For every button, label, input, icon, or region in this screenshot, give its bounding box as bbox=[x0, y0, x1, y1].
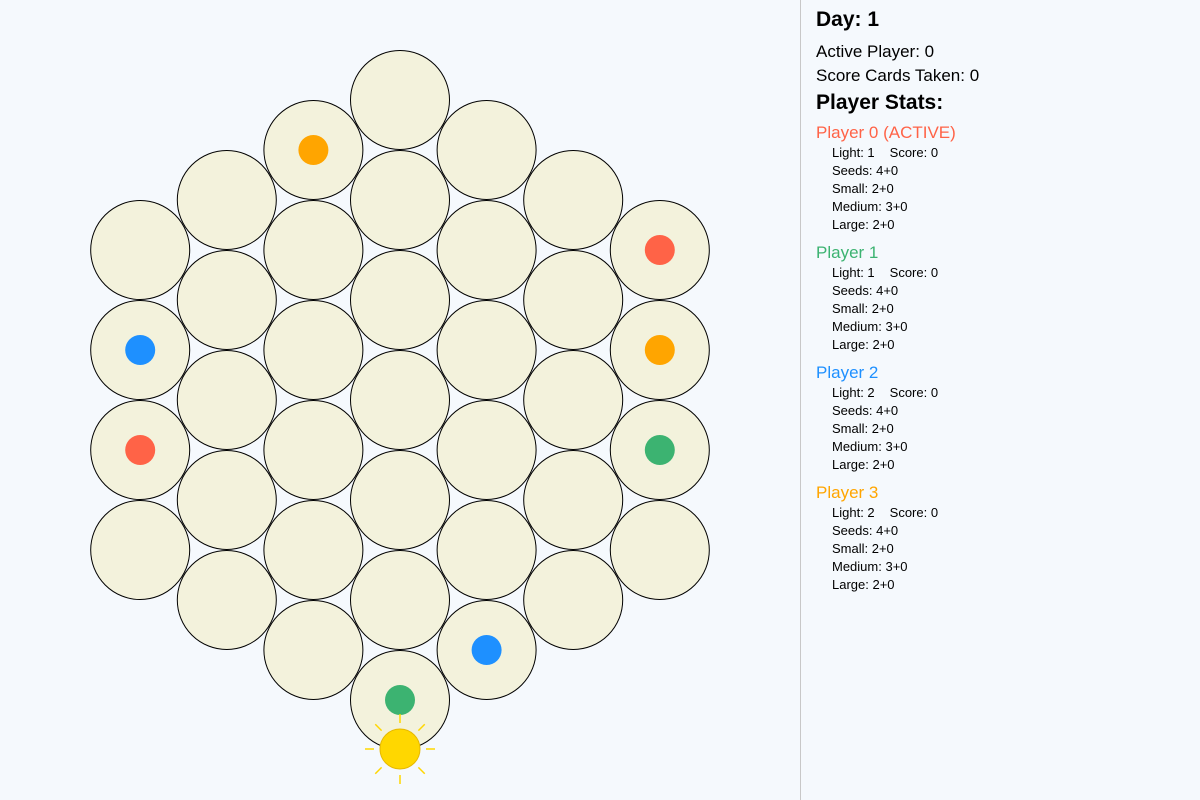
board-cell[interactable] bbox=[523, 250, 624, 350]
board-cell[interactable] bbox=[263, 300, 364, 400]
medium-trees-value: Medium: 3+0 bbox=[832, 199, 908, 214]
score-cards-text: Score Cards Taken: 0 bbox=[816, 66, 980, 85]
light-score-row: Light: 1 Score: 0 bbox=[816, 144, 1176, 162]
stats-panel: Day: 1 Active Player: 0 Score Cards Take… bbox=[816, 0, 1196, 800]
small-trees-value: Small: 2+0 bbox=[832, 181, 894, 196]
sun-icon bbox=[365, 714, 435, 784]
player-name: Player 3 bbox=[816, 483, 879, 502]
board-cell[interactable] bbox=[350, 50, 450, 150]
board-cell[interactable] bbox=[436, 400, 537, 500]
large-trees-value: Large: 2+0 bbox=[832, 217, 895, 232]
player-0-seed-piece[interactable] bbox=[125, 435, 156, 465]
board-cell[interactable] bbox=[436, 100, 537, 200]
board-cell[interactable] bbox=[436, 500, 537, 600]
board-cell[interactable] bbox=[176, 450, 277, 550]
light-score-row: Light: 2 Score: 0 bbox=[816, 384, 1176, 402]
board-cell[interactable] bbox=[263, 400, 364, 500]
sun-ray bbox=[374, 723, 383, 732]
board-cell[interactable] bbox=[176, 550, 277, 650]
board-cell[interactable] bbox=[350, 350, 450, 450]
player-0-seed-piece[interactable] bbox=[644, 235, 675, 265]
board-cell[interactable] bbox=[350, 250, 450, 350]
board-cell[interactable] bbox=[350, 150, 450, 250]
player-2-seed-piece[interactable] bbox=[125, 335, 156, 365]
light-score-row: Light: 2 Score: 0 bbox=[816, 504, 1176, 522]
board-cell[interactable] bbox=[90, 200, 191, 300]
medium-trees-value: Medium: 3+0 bbox=[832, 559, 908, 574]
player-3-seed-piece[interactable] bbox=[644, 335, 675, 365]
light-value: Light: 1 bbox=[832, 145, 875, 160]
board-cell[interactable] bbox=[263, 600, 364, 700]
game-board bbox=[90, 50, 710, 784]
board-cell[interactable] bbox=[523, 450, 624, 550]
board-cell[interactable] bbox=[609, 500, 710, 600]
board-cell[interactable] bbox=[176, 350, 277, 450]
sun-ray bbox=[374, 766, 383, 775]
player-card-1: Player 1 Light: 1 Score: 0 Seeds: 4+0 Sma… bbox=[816, 242, 1176, 354]
player-name: Player 1 bbox=[816, 243, 879, 262]
player-1-seed-piece[interactable] bbox=[644, 435, 675, 465]
sun-disc bbox=[379, 728, 421, 770]
board-cell[interactable] bbox=[263, 500, 364, 600]
score-value: Score: 0 bbox=[889, 265, 939, 280]
large-trees-value: Large: 2+0 bbox=[832, 457, 895, 472]
board-cell[interactable] bbox=[90, 500, 191, 600]
medium-trees-value: Medium: 3+0 bbox=[832, 439, 908, 454]
large-trees-value: Large: 2+0 bbox=[832, 337, 895, 352]
board-cell[interactable] bbox=[263, 200, 364, 300]
board-svg bbox=[90, 50, 710, 784]
board-cell[interactable] bbox=[176, 250, 277, 350]
small-trees-value: Small: 2+0 bbox=[832, 421, 894, 436]
medium-trees-value: Medium: 3+0 bbox=[832, 319, 908, 334]
player-stats-heading: Player Stats: bbox=[816, 91, 944, 114]
board-cell[interactable] bbox=[350, 450, 450, 550]
large-trees-value: Large: 2+0 bbox=[832, 577, 895, 592]
player-1-seed-piece[interactable] bbox=[385, 685, 415, 715]
player-card-2: Player 2 Light: 2 Score: 0 Seeds: 4+0 Sma… bbox=[816, 362, 1176, 474]
board-cell[interactable] bbox=[176, 150, 277, 250]
small-trees-value: Small: 2+0 bbox=[832, 541, 894, 556]
seeds-value: Seeds: 4+0 bbox=[832, 283, 899, 298]
player-name: Player 2 bbox=[816, 363, 879, 382]
light-value: Light: 2 bbox=[832, 385, 875, 400]
active-player-text: Active Player: 0 bbox=[816, 42, 935, 61]
board-cell[interactable] bbox=[523, 550, 624, 650]
light-score-row: Light: 1 Score: 0 bbox=[816, 264, 1176, 282]
board-cell[interactable] bbox=[436, 300, 537, 400]
seeds-value: Seeds: 4+0 bbox=[832, 523, 899, 538]
board-cell[interactable] bbox=[523, 150, 624, 250]
score-value: Score: 0 bbox=[889, 145, 939, 160]
player-name: Player 0 (ACTIVE) bbox=[816, 123, 956, 142]
player-card-3: Player 3 Light: 2 Score: 0 Seeds: 4+0 Sma… bbox=[816, 482, 1176, 594]
sun-ray bbox=[417, 766, 426, 775]
board-cell[interactable] bbox=[523, 350, 624, 450]
sun-ray bbox=[417, 723, 426, 732]
light-value: Light: 1 bbox=[832, 265, 875, 280]
seeds-value: Seeds: 4+0 bbox=[832, 163, 899, 178]
player-card-0: Player 0 (ACTIVE) Light: 1 Score: 0 Seeds… bbox=[816, 122, 1176, 234]
small-trees-value: Small: 2+0 bbox=[832, 301, 894, 316]
score-value: Score: 0 bbox=[889, 505, 939, 520]
day-title: Day: 1 bbox=[816, 8, 880, 31]
score-value: Score: 0 bbox=[889, 385, 939, 400]
panel-divider bbox=[800, 0, 801, 800]
seeds-value: Seeds: 4+0 bbox=[832, 403, 899, 418]
player-3-seed-piece[interactable] bbox=[298, 135, 329, 165]
board-cell[interactable] bbox=[350, 550, 450, 650]
player-2-seed-piece[interactable] bbox=[471, 635, 502, 665]
light-value: Light: 2 bbox=[832, 505, 875, 520]
board-cell[interactable] bbox=[436, 200, 537, 300]
